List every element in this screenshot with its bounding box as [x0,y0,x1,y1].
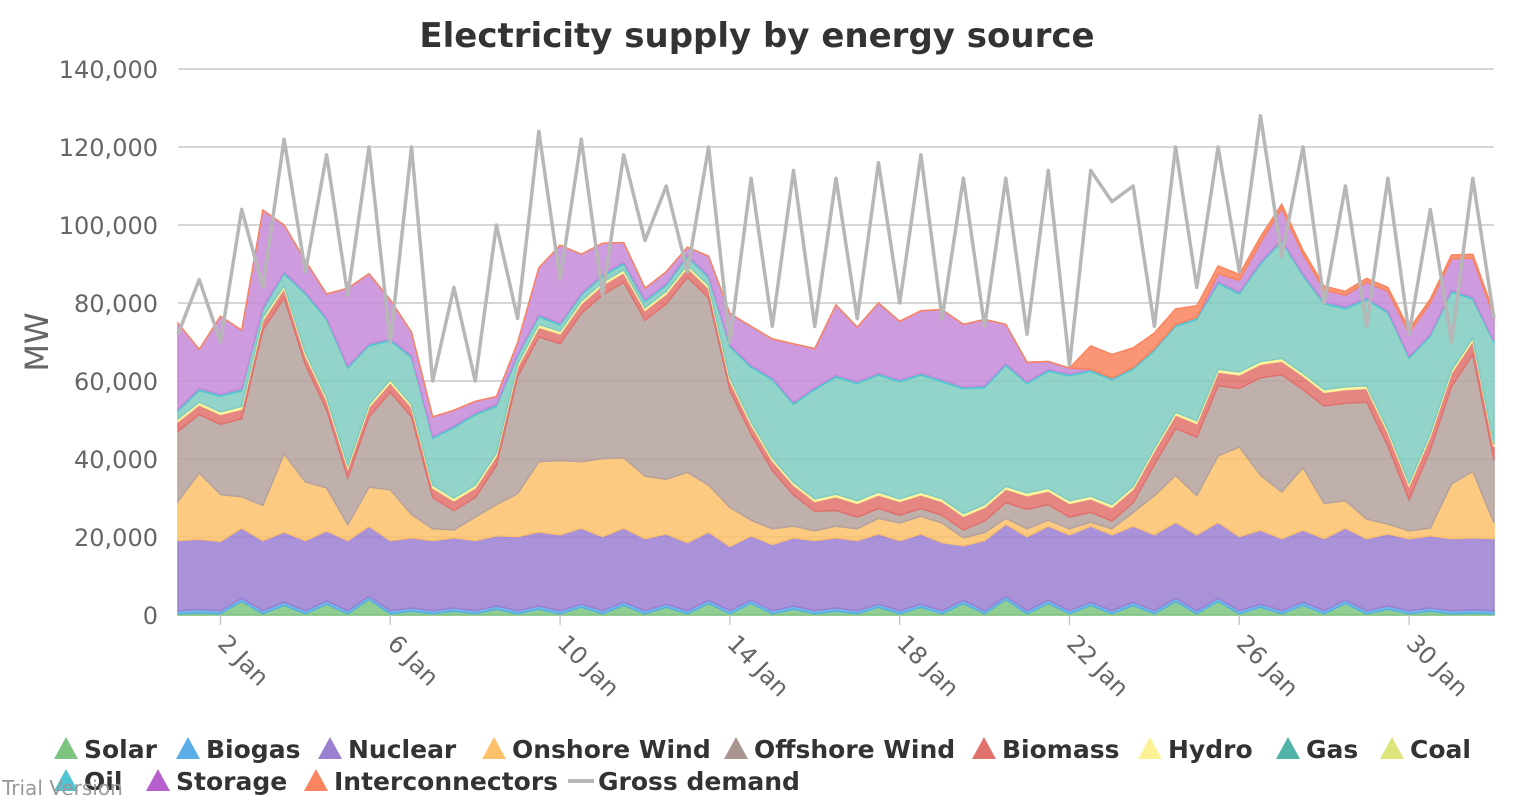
legend-item-coal[interactable]: Coal [1380,735,1471,764]
legend-item-storage[interactable]: Storage [146,767,287,796]
y-axis-label: MW [18,312,56,371]
y-tick-label: 60,000 [74,368,158,396]
x-tick-label: 14 Jan [722,629,795,702]
legend-label: Storage [176,767,287,796]
x-axis-ticks: 2 Jan 6 Jan 10 Jan 14 Jan 18 Jan 22 Jan 26 Jan… [212,615,1474,702]
y-tick-label: 140,000 [59,56,158,84]
legend-label: Gross demand [598,767,800,796]
legend-label: Onshore Wind [512,735,711,764]
legend-item-oil[interactable]: Oil [54,767,122,796]
legend-triangle-marker [1276,737,1300,759]
line-gross-demand[interactable] [176,114,1496,383]
legend-label: Oil [84,767,122,796]
legend-item-offshore-wind[interactable]: Offshore Wind [724,735,955,764]
legend-item-gas[interactable]: Gas [1276,735,1358,764]
legend-triangle-marker [724,737,748,759]
legend-triangle-marker [146,769,170,791]
x-tick-label: 30 Jan [1401,629,1474,702]
legend-triangle-marker [1138,737,1162,759]
y-tick-label: 40,000 [74,446,158,474]
legend-item-interconnectors[interactable]: Interconnectors [304,767,558,796]
y-tick-label: 0 [143,602,158,630]
chart-title: Electricity supply by energy source [419,16,1094,56]
legend-triangle-marker [54,737,78,759]
x-tick-label: 18 Jan [891,629,964,702]
legend-item-gross-demand[interactable]: Gross demand [568,767,800,796]
legend-triangle-marker [54,769,78,791]
legend-label: Nuclear [348,735,457,764]
legend-label: Offshore Wind [754,735,955,764]
legend-triangle-marker [304,769,328,791]
legend-line-swatch [568,779,594,783]
trial-version-watermark: Trial Version [1,776,123,800]
legend-label: Biogas [206,735,300,764]
legend-label: Hydro [1168,735,1253,764]
legend-label: Biomass [1002,735,1119,764]
legend-triangle-marker [482,737,506,759]
legend-triangle-marker [318,737,342,759]
x-tick-label: 26 Jan [1231,629,1304,702]
legend-item-nuclear[interactable]: Nuclear [318,735,457,764]
y-tick-label: 120,000 [59,134,158,162]
legend-label: Interconnectors [334,767,558,796]
y-tick-label: 20,000 [74,524,158,552]
stacked-areas [177,202,1495,616]
demand-line-layer [176,114,1496,383]
legend-item-biogas[interactable]: Biogas [176,735,300,764]
legend-label: Coal [1410,735,1471,764]
y-axis-ticks: 0 20,000 40,000 60,000 80,000 100,000 120,000 1… [59,56,158,630]
legend-triangle-marker [1380,737,1404,759]
legend-item-biomass[interactable]: Biomass [972,735,1119,764]
legend-label: Solar [84,735,158,764]
legend-triangle-marker [176,737,200,759]
x-tick-label: 10 Jan [552,629,625,702]
legend[interactable]: Solar Biogas Nuclear Onshore Wind Offshore W… [54,735,1471,796]
x-tick-label: 6 Jan [382,629,444,691]
legend-item-solar[interactable]: Solar [54,735,158,764]
legend-item-hydro[interactable]: Hydro [1138,735,1253,764]
x-tick-label: 2 Jan [212,629,274,691]
legend-triangle-marker [972,737,996,759]
legend-item-onshore-wind[interactable]: Onshore Wind [482,735,711,764]
x-tick-label: 22 Jan [1061,629,1134,702]
y-tick-label: 100,000 [59,212,158,240]
y-tick-label: 80,000 [74,290,158,318]
legend-label: Gas [1306,735,1358,764]
